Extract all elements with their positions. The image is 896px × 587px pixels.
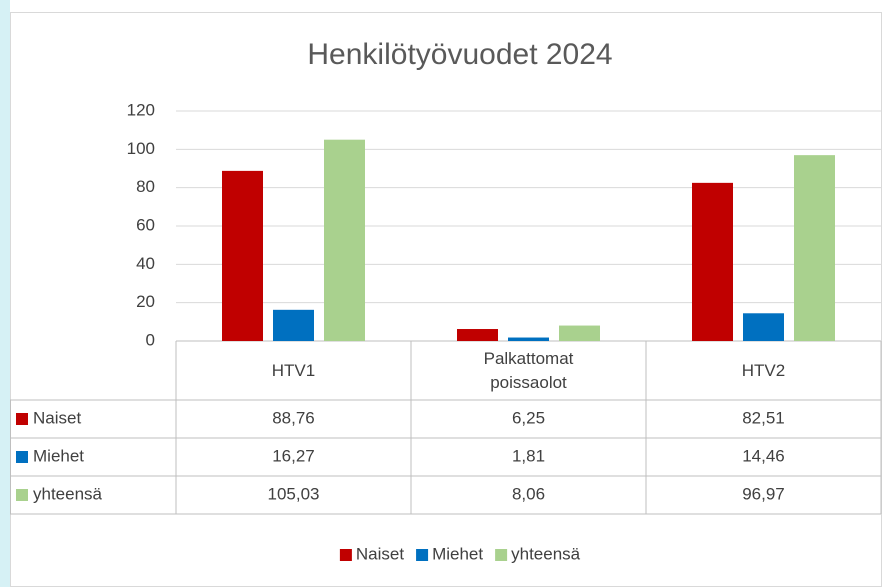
x-tick-label: Palkattomat poissaolot (483, 348, 574, 392)
table-cell: 105,03 (268, 484, 320, 503)
bar (559, 325, 600, 341)
bar (794, 155, 835, 341)
legend-label: Miehet (432, 544, 483, 563)
table-row-label: Naiset (33, 408, 81, 427)
y-tick-label: 100 (127, 139, 155, 158)
table-cell: 88,76 (272, 408, 315, 427)
bar (273, 309, 314, 341)
legend-swatch (416, 549, 429, 561)
y-tick-label: 80 (136, 177, 155, 196)
side-decoration (0, 0, 10, 587)
table-cell: 1,81 (512, 446, 545, 465)
bar (222, 170, 263, 341)
bar (692, 182, 733, 341)
table-cell: 96,97 (742, 484, 785, 503)
table-cell: 6,25 (512, 408, 545, 427)
x-tick-label-box: HTV2 (741, 360, 786, 380)
x-tick-label-box: Palkattomat poissaolot (483, 348, 574, 392)
table-cell: 8,06 (512, 484, 545, 503)
legend-swatch (339, 549, 352, 561)
x-tick-label: HTV1 (271, 360, 316, 380)
chart-title: Henkilötyövuodet 2024 (307, 38, 612, 71)
bar (457, 329, 498, 341)
legend-swatch (16, 413, 28, 425)
y-tick-label: 40 (136, 254, 155, 273)
bar (743, 313, 784, 341)
y-tick-label: 60 (136, 215, 155, 234)
legend-swatch (16, 489, 28, 501)
y-tick-label: 120 (127, 100, 155, 119)
legend-swatch (495, 549, 508, 561)
legend-swatch (16, 451, 28, 463)
bar (508, 337, 549, 341)
x-tick-label: HTV2 (741, 360, 786, 380)
y-tick-label: 20 (136, 292, 155, 311)
table-cell: 16,27 (272, 446, 315, 465)
legend-label: Naiset (356, 544, 404, 563)
table-row-label: yhteensä (33, 484, 103, 503)
legend-label: yhteensä (511, 544, 581, 563)
bar (324, 139, 365, 341)
table-cell: 82,51 (742, 408, 785, 427)
chart-frame (10, 12, 882, 587)
table-cell: 14,46 (742, 446, 785, 465)
x-tick-label-box: HTV1 (271, 360, 316, 380)
y-tick-label: 0 (146, 330, 155, 349)
table-row-label: Miehet (33, 446, 84, 465)
